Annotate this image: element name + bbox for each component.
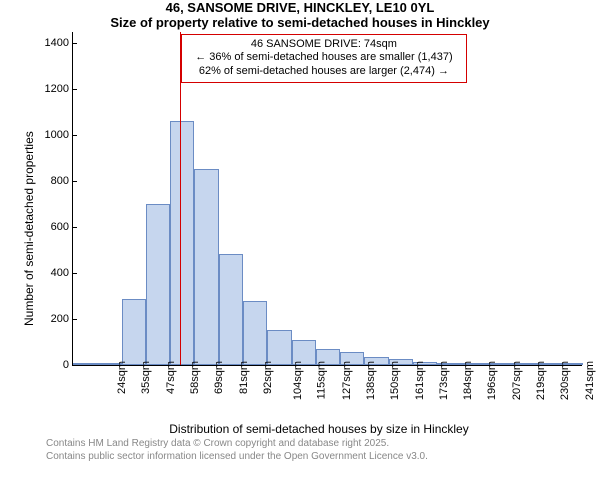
y-tick: 1200 (45, 83, 73, 95)
x-axis-label: Distribution of semi-detached houses by … (64, 422, 574, 436)
x-tick: 230sqm (557, 361, 571, 400)
histogram-bar (146, 204, 170, 365)
y-tick: 1400 (45, 37, 73, 49)
x-tick: 150sqm (387, 361, 401, 400)
x-tick: 219sqm (533, 361, 547, 400)
annotation-box: 46 SANSOME DRIVE: 74sqm ← 36% of semi-de… (181, 34, 467, 83)
y-axis-label: Number of semi-detached properties (22, 131, 36, 326)
x-tick: 173sqm (436, 361, 450, 400)
x-tick: 196sqm (485, 361, 499, 400)
histogram-bar (243, 301, 267, 365)
footer-line-1: Contains HM Land Registry data © Crown c… (46, 438, 600, 451)
x-tick: 24sqm (114, 361, 128, 394)
histogram-bar (170, 121, 194, 365)
x-tick: 207sqm (509, 361, 523, 400)
y-tick: 1000 (45, 129, 73, 141)
footer-line-2: Contains public sector information licen… (46, 451, 600, 464)
y-tick: 400 (51, 267, 73, 279)
annotation-line-3: 62% of semi-detached houses are larger (… (188, 65, 460, 79)
histogram-bar (219, 254, 243, 365)
x-tick: 92sqm (260, 361, 274, 394)
x-tick: 69sqm (211, 361, 225, 394)
x-tick: 184sqm (460, 361, 474, 400)
y-tick: 200 (51, 313, 73, 325)
y-tick: 600 (51, 221, 73, 233)
footer: Contains HM Land Registry data © Crown c… (46, 438, 600, 463)
x-tick: 115sqm (314, 361, 328, 399)
y-tick: 0 (63, 359, 73, 371)
histogram-bar (267, 330, 291, 365)
chart-title: 46, SANSOME DRIVE, HINCKLEY, LE10 0YL (0, 0, 600, 15)
x-tick: 138sqm (363, 361, 377, 400)
x-tick: 35sqm (138, 361, 152, 394)
x-tick: 58sqm (187, 361, 201, 394)
x-tick: 104sqm (290, 361, 304, 400)
x-tick: 81sqm (236, 361, 250, 394)
y-tick: 800 (51, 175, 73, 187)
histogram-bar (122, 299, 146, 365)
x-tick: 127sqm (339, 361, 353, 400)
plot-wrap: Number of semi-detached properties 46 SA… (8, 32, 592, 422)
annotation-line-1: 46 SANSOME DRIVE: 74sqm (188, 38, 460, 52)
chart-subtitle: Size of property relative to semi-detach… (0, 15, 600, 30)
histogram-bar (194, 169, 218, 365)
titles: 46, SANSOME DRIVE, HINCKLEY, LE10 0YL Si… (0, 0, 600, 30)
x-tick: 161sqm (412, 361, 426, 400)
annotation-line-2: ← 36% of semi-detached houses are smalle… (188, 51, 460, 65)
x-tick: 241sqm (582, 361, 596, 400)
x-tick: 47sqm (163, 361, 177, 394)
plot-area: 46 SANSOME DRIVE: 74sqm ← 36% of semi-de… (72, 32, 582, 366)
